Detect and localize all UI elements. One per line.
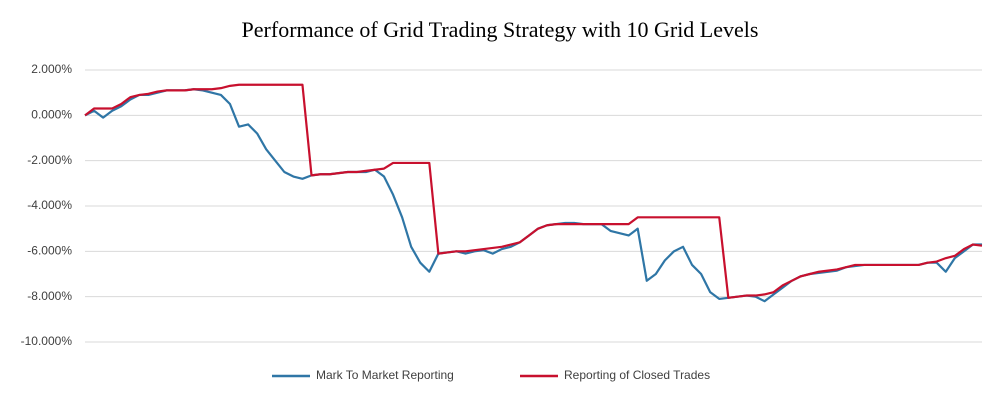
chart-title: Performance of Grid Trading Strategy wit… (242, 17, 759, 42)
y-tick-label: -4.000% (27, 198, 72, 212)
y-tick-label: -10.000% (21, 334, 73, 348)
line-series (84, 83, 983, 299)
legend-label: Reporting of Closed Trades (564, 368, 710, 382)
y-tick-label: -8.000% (27, 289, 72, 303)
y-tick-label: 2.000% (31, 62, 72, 76)
y-tick-label: 0.000% (31, 108, 72, 122)
y-tick-label: -2.000% (27, 153, 72, 167)
line-series (84, 88, 982, 303)
y-tick-label: -6.000% (27, 244, 72, 258)
legend-label: Mark To Market Reporting (316, 368, 454, 382)
